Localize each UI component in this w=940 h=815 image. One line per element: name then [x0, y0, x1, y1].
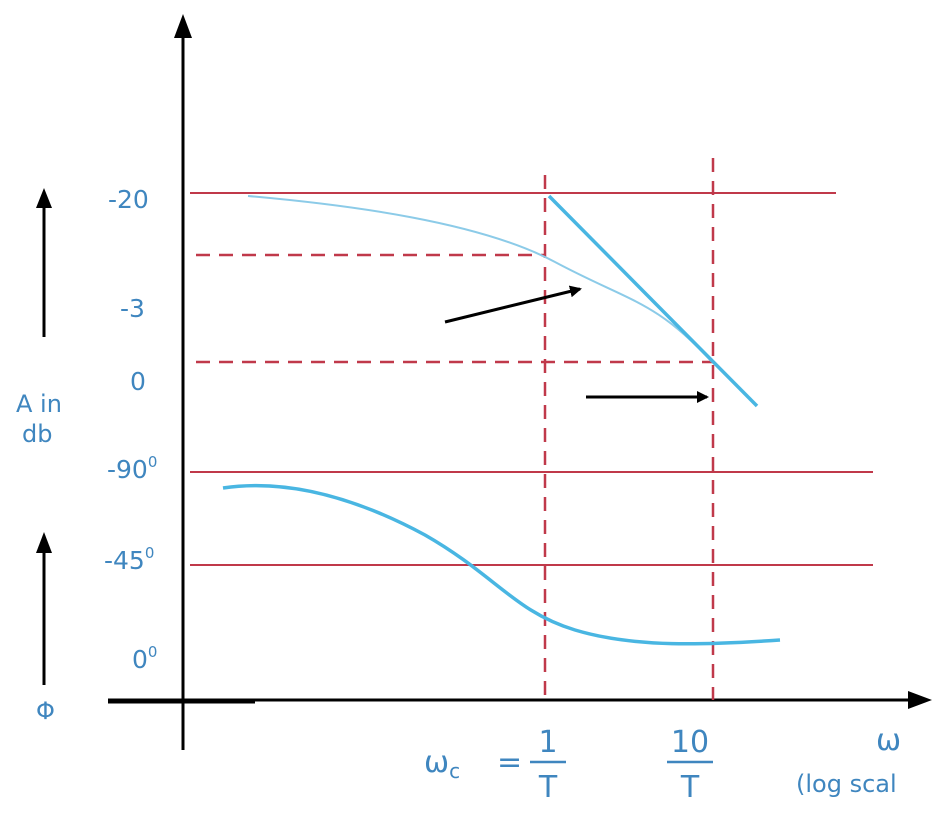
magnitude-asymptote [547, 194, 759, 408]
tick-label-minus-20: -20 [108, 185, 149, 214]
corner-frequency-denominator: T [538, 770, 558, 805]
x-axis-scale-note: (log scal [796, 770, 897, 798]
corner-frequency-equals: = [497, 745, 522, 780]
phase-axis-label: Φ [36, 697, 55, 725]
tick-label-zero-deg: 00 [132, 643, 157, 674]
corner-frequency-symbol: ωc [424, 745, 460, 783]
ten-over-t-numerator: 10 [671, 725, 709, 760]
magnitude-actual-curve [247, 195, 713, 363]
x-axis-omega-label: ω [876, 723, 901, 758]
tick-label-zero-db: 0 [130, 367, 146, 396]
magnitude-up-arrowhead [36, 188, 52, 208]
pointer-arrow-minus-3db [444, 285, 582, 324]
tick-label-minus-3: -3 [120, 294, 145, 323]
magnitude-axis-label-line1: A in [16, 390, 62, 418]
ten-over-t-denominator: T [680, 770, 700, 805]
x-axis-arrowhead [908, 691, 932, 709]
corner-frequency-numerator: 1 [538, 725, 557, 760]
phase-curve [222, 483, 781, 646]
tick-label-minus-45-deg: -450 [104, 544, 154, 575]
tick-label-minus-90-deg: -900 [107, 453, 157, 484]
magnitude-axis-label-line2: db [22, 420, 52, 448]
y-axis-arrowhead [174, 14, 192, 38]
phase-up-arrowhead [36, 532, 52, 553]
